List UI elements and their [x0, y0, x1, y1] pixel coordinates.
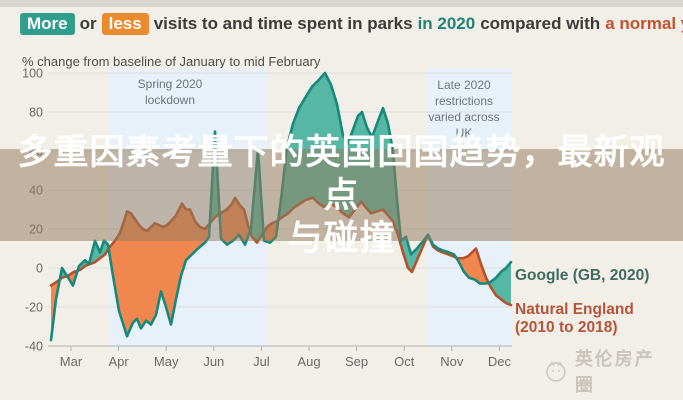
legend-natural-england-line2: (2010 to 2018): [515, 319, 618, 336]
legend-natural-england-line1: Natural England: [515, 301, 634, 318]
chart-title: More or less visits to and time spent in pa…: [20, 12, 683, 36]
svg-text:May: May: [154, 354, 179, 369]
svg-text:-40: -40: [25, 340, 43, 354]
annotation-late-line2: restrictions: [435, 94, 493, 108]
less-badge: less: [101, 13, 149, 35]
svg-text:Sep: Sep: [345, 354, 368, 369]
watermark-text: 英伦房产圈: [574, 349, 655, 395]
title-compared: compared with: [480, 14, 601, 33]
title-middle: visits to and time spent in parks: [153, 14, 413, 33]
svg-text:Apr: Apr: [108, 354, 129, 369]
title-in-2020: in 2020: [417, 14, 476, 33]
title-normal-year: a normal year: [605, 14, 683, 33]
svg-text:-20: -20: [25, 301, 43, 315]
svg-text:Jun: Jun: [203, 354, 224, 369]
svg-text:Nov: Nov: [440, 354, 464, 369]
svg-text:80: 80: [29, 106, 43, 120]
svg-text:Oct: Oct: [394, 354, 415, 369]
x-axis: [48, 345, 512, 351]
annotation-spring-line2: lockdown: [145, 93, 195, 107]
overlay-caption-line1: 多重因素考量下的英国回国趋势，最新观点: [17, 132, 666, 215]
watermark: 英伦房产圈: [544, 349, 674, 395]
annotation-spring-line1: Spring 2020: [138, 77, 203, 91]
annotation-late-line1: Late 2020: [437, 78, 491, 92]
overlay-caption-line2: 与碰撞: [287, 218, 396, 258]
annotation-late-2020: Late 2020 restrictions varied across UK: [428, 78, 499, 140]
chinese-caption-overlay: 多重因素考量下的英国回国趋势，最新观点 与碰撞: [0, 133, 683, 258]
watermark-cat-logo-icon: [546, 361, 566, 382]
annotation-late-line4: UK: [456, 126, 473, 140]
svg-text:Mar: Mar: [60, 354, 83, 369]
svg-text:Aug: Aug: [297, 354, 320, 369]
svg-text:Jul: Jul: [253, 354, 270, 369]
annotation-spring-lockdown: Spring 2020 lockdown: [138, 77, 203, 107]
top-border-strip: [0, 0, 683, 7]
more-badge: More: [20, 13, 75, 35]
month-labels: Mar Apr May Jun Jul Aug Sep Oct Nov Dec: [60, 354, 512, 369]
axis-caption: % change from baseline of January to mid…: [22, 54, 321, 69]
svg-text:Dec: Dec: [488, 354, 512, 369]
legend: Google (GB, 2020) Natural England (2010 …: [515, 267, 649, 336]
svg-text:100: 100: [22, 67, 43, 81]
title-or: or: [79, 14, 97, 33]
svg-text:0: 0: [36, 262, 43, 276]
annotation-late-line3: varied across: [428, 110, 499, 124]
legend-google-label: Google (GB, 2020): [515, 267, 649, 284]
